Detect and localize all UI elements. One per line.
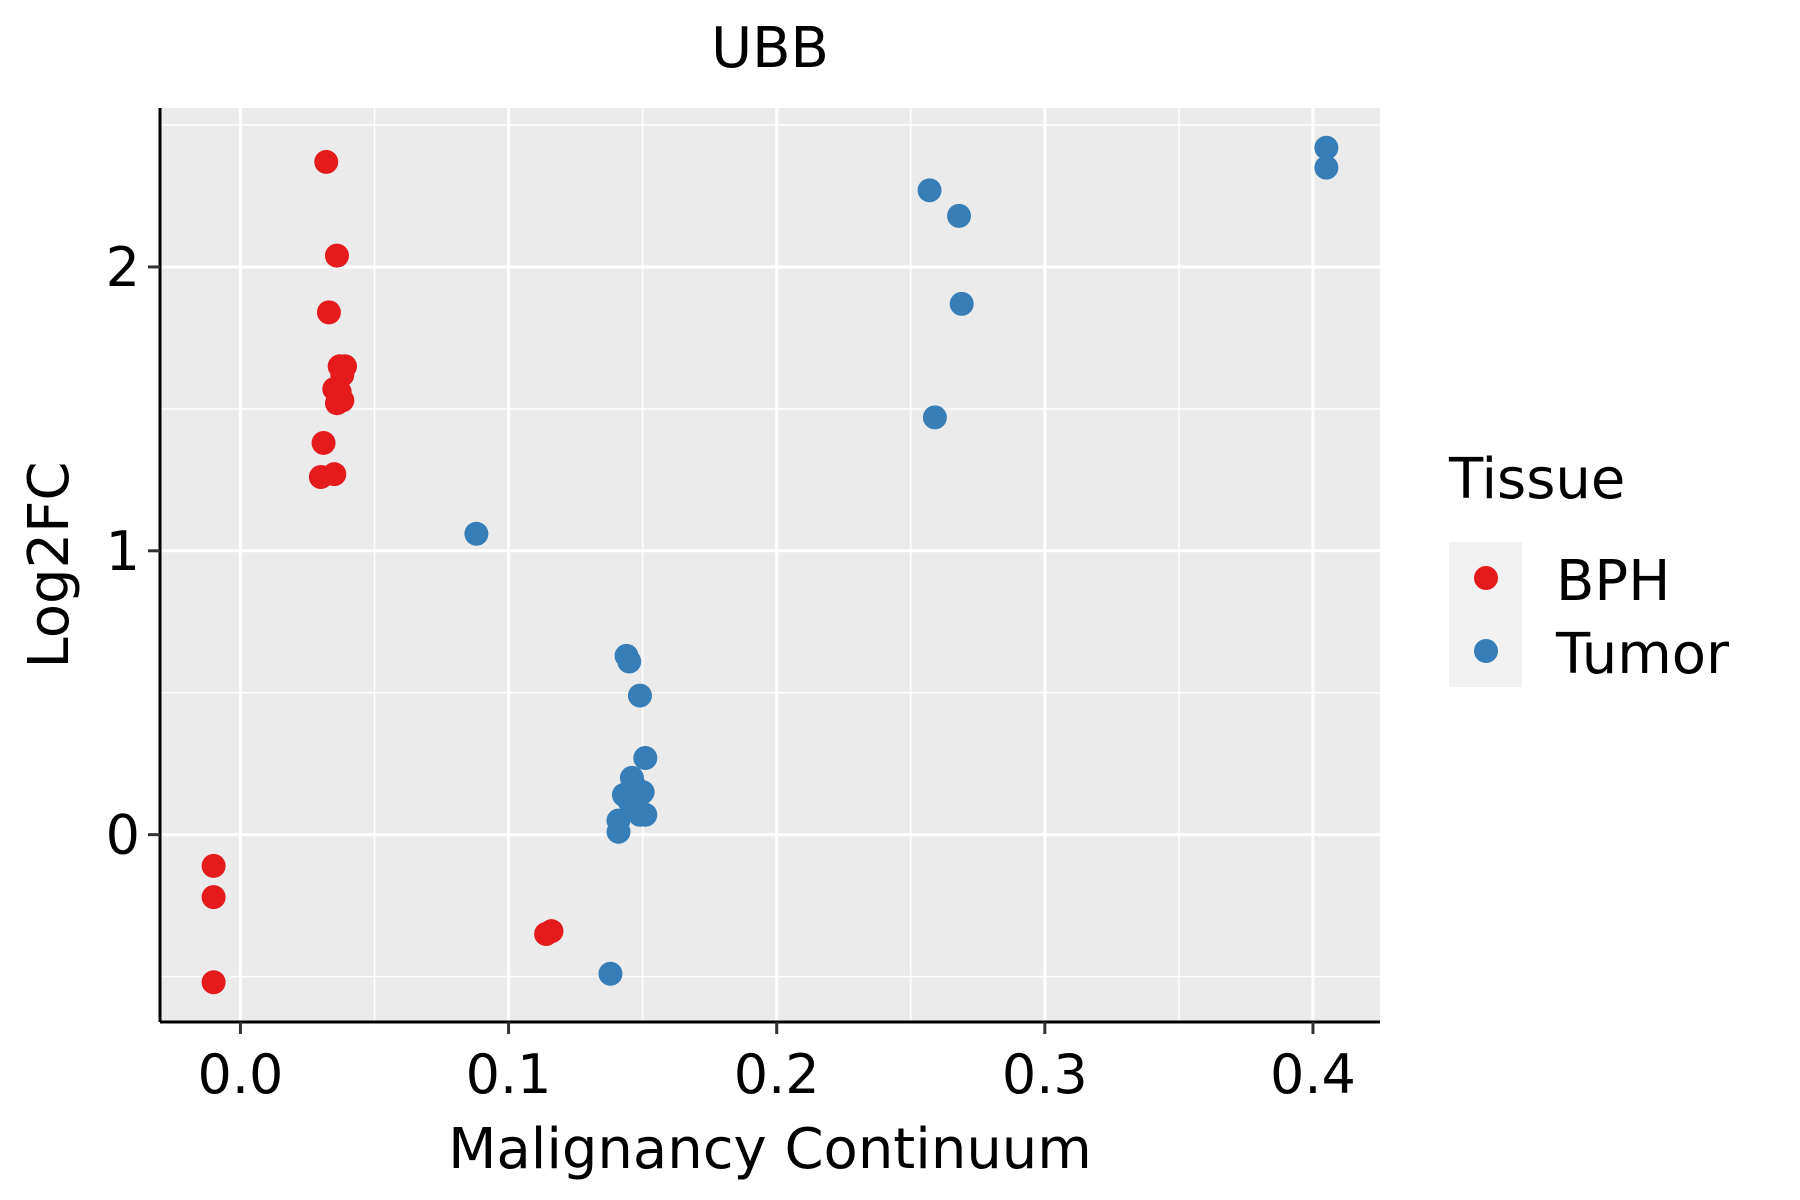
- y-tick-label: 2: [106, 236, 140, 299]
- point-tumor: [606, 819, 631, 844]
- point-tumor: [947, 203, 972, 228]
- point-tumor: [1314, 135, 1339, 160]
- point-bph: [201, 970, 226, 995]
- point-bph: [201, 885, 226, 910]
- legend-label-bph: BPH: [1556, 549, 1670, 614]
- point-tumor: [633, 802, 658, 827]
- x-tick-label: 0.2: [734, 1043, 820, 1106]
- x-tick-label: 0.0: [197, 1043, 283, 1106]
- y-axis-ticks: 0 1 2: [106, 236, 160, 867]
- legend-key-bph: [1474, 566, 1498, 590]
- point-bph: [324, 243, 349, 268]
- legend-key-tumor: [1474, 639, 1498, 663]
- point-tumor: [464, 521, 489, 546]
- point-tumor: [949, 291, 974, 316]
- point-bph: [308, 465, 333, 490]
- point-bph: [330, 388, 355, 413]
- point-bph: [314, 149, 339, 174]
- point-tumor: [617, 649, 642, 674]
- y-tick-label: 0: [106, 804, 140, 867]
- plot-panel: [160, 108, 1380, 1022]
- data-points: [201, 135, 1339, 995]
- x-axis-label: Malignancy Continuum: [448, 1117, 1092, 1182]
- x-tick-label: 0.3: [1002, 1043, 1088, 1106]
- point-tumor: [922, 405, 947, 430]
- y-axis-label: Log2FC: [17, 462, 82, 669]
- point-bph: [316, 300, 341, 325]
- point-bph: [201, 853, 226, 878]
- legend-key-background: [1449, 542, 1522, 687]
- point-tumor: [598, 961, 623, 986]
- x-tick-label: 0.4: [1270, 1043, 1356, 1106]
- x-tick-label: 0.1: [466, 1043, 552, 1106]
- point-tumor: [917, 178, 942, 203]
- legend-title: Tissue: [1448, 447, 1625, 512]
- point-tumor: [633, 746, 658, 771]
- legend-label-tumor: Tumor: [1555, 622, 1730, 687]
- legend: Tissue BPH Tumor: [1448, 447, 1730, 687]
- point-tumor: [1314, 155, 1339, 180]
- y-tick-label: 1: [106, 520, 140, 583]
- grid-lines: [160, 108, 1380, 1022]
- point-bph: [311, 430, 336, 455]
- chart-title: UBB: [711, 16, 829, 81]
- x-axis-ticks: 0.0 0.1 0.2 0.3 0.4: [197, 1022, 1356, 1106]
- point-tumor: [627, 683, 652, 708]
- point-bph: [539, 919, 564, 944]
